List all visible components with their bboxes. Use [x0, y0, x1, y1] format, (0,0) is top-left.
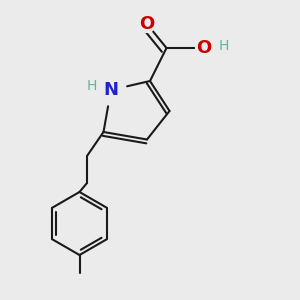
Text: H: H — [86, 79, 97, 92]
Circle shape — [103, 82, 119, 98]
Text: O: O — [140, 15, 154, 33]
Circle shape — [196, 40, 212, 56]
Text: O: O — [196, 39, 211, 57]
Text: N: N — [103, 81, 118, 99]
Circle shape — [139, 16, 155, 32]
Text: H: H — [218, 39, 229, 52]
